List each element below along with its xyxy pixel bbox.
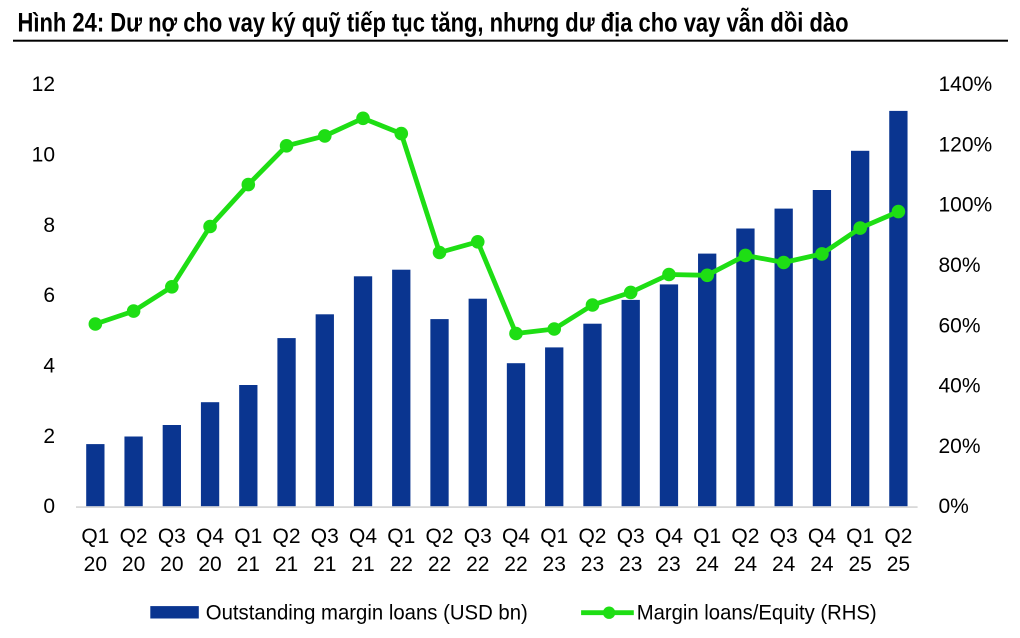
svg-text:24: 24 <box>734 553 758 576</box>
svg-text:10: 10 <box>32 143 55 166</box>
svg-text:Margin loans/Equity (RHS): Margin loans/Equity (RHS) <box>637 602 877 625</box>
svg-text:23: 23 <box>543 553 566 576</box>
svg-text:Q3: Q3 <box>464 525 492 548</box>
svg-text:140%: 140% <box>939 73 993 96</box>
svg-text:Q2: Q2 <box>120 525 148 548</box>
svg-text:20%: 20% <box>939 435 981 458</box>
svg-text:22: 22 <box>504 553 527 576</box>
svg-text:Q1: Q1 <box>234 525 262 548</box>
svg-text:23: 23 <box>619 553 642 576</box>
svg-text:21: 21 <box>313 553 336 576</box>
svg-text:24: 24 <box>810 553 834 576</box>
svg-text:2: 2 <box>43 425 55 448</box>
svg-text:21: 21 <box>275 553 298 576</box>
svg-text:Q1: Q1 <box>846 525 874 548</box>
svg-text:21: 21 <box>351 553 374 576</box>
svg-text:24: 24 <box>696 553 720 576</box>
svg-text:25: 25 <box>848 553 871 576</box>
svg-text:20: 20 <box>160 553 183 576</box>
svg-text:Q2: Q2 <box>578 525 606 548</box>
svg-text:Q4: Q4 <box>502 525 530 548</box>
svg-text:21: 21 <box>237 553 260 576</box>
svg-text:0%: 0% <box>939 495 969 518</box>
svg-text:Q3: Q3 <box>770 525 798 548</box>
svg-text:100%: 100% <box>939 194 993 217</box>
svg-text:Q4: Q4 <box>655 525 683 548</box>
svg-text:Q2: Q2 <box>884 525 912 548</box>
svg-text:Q1: Q1 <box>693 525 721 548</box>
svg-text:Q3: Q3 <box>311 525 339 548</box>
svg-text:40%: 40% <box>939 375 981 398</box>
svg-text:Q2: Q2 <box>273 525 301 548</box>
svg-text:23: 23 <box>581 553 604 576</box>
svg-text:22: 22 <box>466 553 489 576</box>
svg-text:25: 25 <box>887 553 910 576</box>
svg-text:22: 22 <box>390 553 413 576</box>
svg-text:20: 20 <box>84 553 107 576</box>
svg-text:Hình 24: Dư nợ cho vay ký quỹ: Hình 24: Dư nợ cho vay ký quỹ tiếp tục t… <box>18 8 849 38</box>
svg-text:120%: 120% <box>939 133 993 156</box>
svg-text:6: 6 <box>43 284 55 307</box>
svg-text:Q1: Q1 <box>81 525 109 548</box>
svg-text:Q2: Q2 <box>731 525 759 548</box>
svg-text:22: 22 <box>428 553 451 576</box>
svg-text:60%: 60% <box>939 314 981 337</box>
svg-text:20: 20 <box>198 553 221 576</box>
svg-text:Q2: Q2 <box>426 525 454 548</box>
svg-text:Q3: Q3 <box>158 525 186 548</box>
svg-text:24: 24 <box>772 553 796 576</box>
svg-text:Q1: Q1 <box>387 525 415 548</box>
svg-text:Q1: Q1 <box>540 525 568 548</box>
svg-text:20: 20 <box>122 553 145 576</box>
svg-text:12: 12 <box>32 73 55 96</box>
svg-text:80%: 80% <box>939 254 981 277</box>
svg-text:Q3: Q3 <box>617 525 645 548</box>
svg-text:Outstanding margin loans (USD: Outstanding margin loans (USD bn) <box>206 602 528 625</box>
svg-text:Q4: Q4 <box>349 525 377 548</box>
svg-text:Q4: Q4 <box>808 525 836 548</box>
svg-text:8: 8 <box>43 214 55 237</box>
svg-text:4: 4 <box>43 355 55 378</box>
svg-text:0: 0 <box>43 495 55 518</box>
svg-text:Q4: Q4 <box>196 525 224 548</box>
svg-text:23: 23 <box>657 553 680 576</box>
